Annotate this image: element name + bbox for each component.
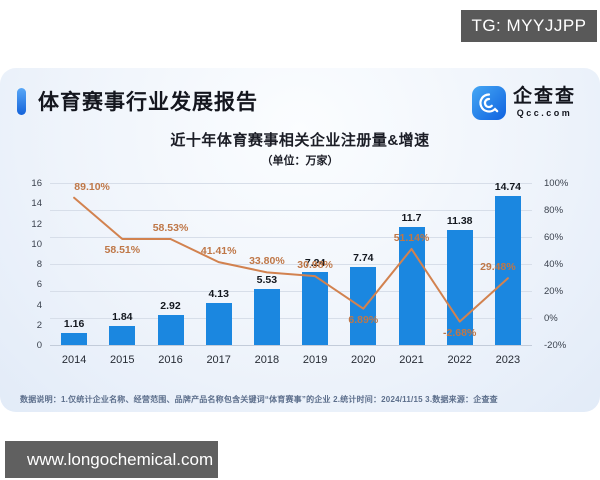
bar-value-label: 11.7 xyxy=(401,211,422,224)
chart-title: 近十年体育赛事相关企业注册量&增速 xyxy=(170,132,430,149)
bar-2017 xyxy=(205,303,232,345)
growth-value-label: -2.68% xyxy=(443,326,477,339)
right-axis-tick: -20% xyxy=(544,340,567,351)
bar-value-label: 1.84 xyxy=(112,311,133,324)
left-axis-tick: 12 xyxy=(31,218,42,230)
bar-2020 xyxy=(350,266,377,345)
x-axis-label: 2015 xyxy=(110,354,135,366)
x-axis-label: 2018 xyxy=(254,354,280,366)
qcc-logo: 企查查 Qcc.com xyxy=(471,86,576,120)
x-axis-label: 2022 xyxy=(447,354,472,366)
qcc-logo-name: 企查查 xyxy=(512,86,576,107)
qcc-logo-text: 企查查 Qcc.com xyxy=(513,86,576,118)
tg-watermark: TG: MYYJJPP xyxy=(461,10,597,42)
x-axis-label: 2023 xyxy=(495,354,521,366)
left-axis-tick: 6 xyxy=(36,279,42,291)
left-axis-tick: 10 xyxy=(31,238,42,250)
report-header-left: 体育赛事行业发展报告 xyxy=(17,86,258,116)
bar-2021 xyxy=(398,226,425,345)
bar-value-label: 1.16 xyxy=(63,318,85,331)
bar-value-label: 14.74 xyxy=(494,180,522,193)
growth-value-label: 89.10% xyxy=(74,180,110,193)
bar-2018 xyxy=(253,289,280,345)
bar-2014 xyxy=(61,333,88,345)
x-axis-label: 2020 xyxy=(351,354,376,366)
right-axis-tick: 20% xyxy=(544,286,564,297)
bar-2016 xyxy=(157,315,184,345)
growth-value-label: 33.80% xyxy=(249,255,285,268)
growth-value-label: 58.51% xyxy=(104,244,141,256)
growth-value-label: 29.48% xyxy=(480,261,516,274)
chart-area: 100% 80% 60% 40% 20% 0% -20% 0 2 4 6 8 10 12 14 16 1.16 2… xyxy=(20,173,580,378)
left-axis-tick: 0 xyxy=(36,340,42,351)
bar-value-label: 7.74 xyxy=(353,251,374,264)
qcc-logo-domain: Qcc.com xyxy=(516,108,573,118)
left-axis-tick: 14 xyxy=(31,198,42,210)
x-axis-label: 2017 xyxy=(206,354,231,366)
report-header: 体育赛事行业发展报告 企查查 Qcc.com xyxy=(0,68,600,120)
bar-2019 xyxy=(302,271,329,345)
chart-subtitle: （单位：万家） xyxy=(261,155,339,167)
bar-2015 xyxy=(109,326,136,345)
growth-value-label: 41.41% xyxy=(200,245,237,258)
bar-value-label: 5.53 xyxy=(256,274,278,286)
growth-value-label: 6.89% xyxy=(348,313,379,326)
footnote: 数据说明：1.仅统计企业名称、经营范围、品牌产品名称包含关键词“体育赛事”的企业… xyxy=(20,395,498,404)
accent-bar xyxy=(17,87,26,115)
left-axis-tick: 4 xyxy=(36,299,42,311)
x-axis-label: 2014 xyxy=(61,354,87,366)
x-axis-label: 2016 xyxy=(158,354,183,366)
right-axis-tick: 0% xyxy=(544,313,558,324)
right-axis-tick: 100% xyxy=(544,178,569,189)
growth-value-label: 51.14% xyxy=(393,231,430,244)
site-watermark: www.longochemical.com xyxy=(5,441,218,478)
left-axis-tick: 2 xyxy=(36,319,42,331)
growth-value-label: 58.53% xyxy=(152,221,189,234)
gridline xyxy=(50,210,532,211)
x-axis-label: 2019 xyxy=(302,354,328,366)
report-card: 体育赛事行业发展报告 企查查 Qcc.com 近十年体育赛事相关企业注册量&增速… xyxy=(0,68,600,412)
gridline xyxy=(50,183,532,184)
right-axis-tick: 40% xyxy=(544,259,564,270)
bar-value-label: 11.38 xyxy=(446,214,473,227)
bar-value-label: 2.92 xyxy=(160,300,181,313)
report-title: 体育赛事行业发展报告 xyxy=(38,91,258,114)
right-axis-tick: 80% xyxy=(544,205,564,216)
qcc-magnifier-icon xyxy=(471,86,506,120)
bar-value-label: 4.13 xyxy=(208,288,229,301)
gridline xyxy=(50,345,532,346)
x-axis-label: 2021 xyxy=(399,354,424,366)
right-axis-tick: 60% xyxy=(544,232,564,243)
left-axis-tick: 8 xyxy=(36,259,42,270)
growth-value-label: 30.98% xyxy=(297,259,333,272)
left-axis-tick: 16 xyxy=(31,178,42,189)
